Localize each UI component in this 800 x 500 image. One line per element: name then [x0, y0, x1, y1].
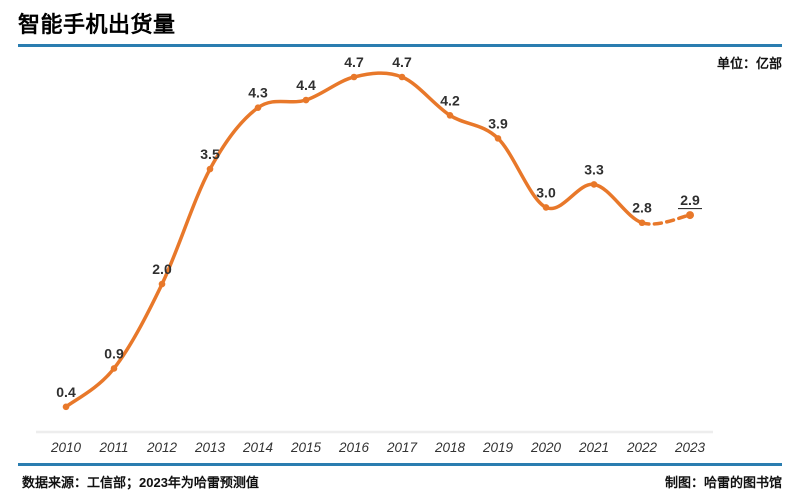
data-label: 4.7 [344, 54, 364, 70]
data-point-marker [302, 96, 310, 104]
data-point-marker [446, 112, 454, 119]
series-line [64, 71, 644, 409]
data-label: 0.9 [104, 345, 124, 361]
data-point-marker [62, 403, 70, 411]
data-point-marker [638, 219, 646, 227]
year-label: 2022 [626, 440, 658, 455]
data-point-marker [350, 73, 358, 81]
data-label: 3.5 [200, 146, 220, 162]
year-label: 2023 [674, 440, 706, 455]
data-point-marker [110, 365, 118, 372]
data-label: 3.3 [584, 161, 604, 177]
page-title: 智能手机出货量 [18, 12, 176, 37]
year-label: 2017 [386, 440, 418, 455]
year-label: 2021 [578, 440, 609, 455]
year-label: 2014 [242, 440, 273, 455]
forecast-dashed-line [640, 213, 692, 226]
data-point-marker [254, 104, 262, 111]
data-label: 2.8 [632, 200, 652, 216]
data-point-marker [158, 280, 166, 288]
year-label: 2015 [290, 440, 322, 455]
year-label: 2013 [194, 440, 226, 455]
year-label: 2011 [98, 440, 128, 455]
title-divider-rule [18, 44, 782, 47]
data-label: 4.3 [248, 85, 268, 101]
data-label: 3.9 [488, 115, 508, 131]
year-label: 2012 [146, 440, 178, 455]
data-label: 4.2 [440, 92, 460, 108]
credit-note: 制图：哈雷的图书馆 [664, 475, 782, 490]
data-label: 2.0 [152, 261, 172, 277]
data-label: 4.7 [392, 54, 412, 70]
data-point-marker [686, 211, 694, 220]
data-point-marker [398, 73, 406, 81]
data-point-marker [590, 181, 598, 188]
data-point-marker [206, 165, 214, 173]
year-label: 2020 [530, 440, 562, 455]
data-label: 4.4 [296, 77, 316, 93]
data-label: 3.0 [536, 184, 556, 200]
data-label: 0.4 [56, 384, 76, 400]
year-label: 2010 [50, 440, 82, 455]
unit-label: 单位：亿部 [716, 56, 782, 71]
footer-divider-rule [18, 463, 782, 466]
year-label: 2016 [338, 440, 370, 455]
year-label: 2018 [434, 440, 466, 455]
data-label: 2.9 [680, 192, 700, 208]
data-point-marker [542, 204, 550, 211]
year-label: 2019 [482, 440, 514, 455]
data-point-marker [494, 135, 502, 142]
data-source-note: 数据来源：工信部；2023年为哈雷预测值 [22, 475, 259, 490]
